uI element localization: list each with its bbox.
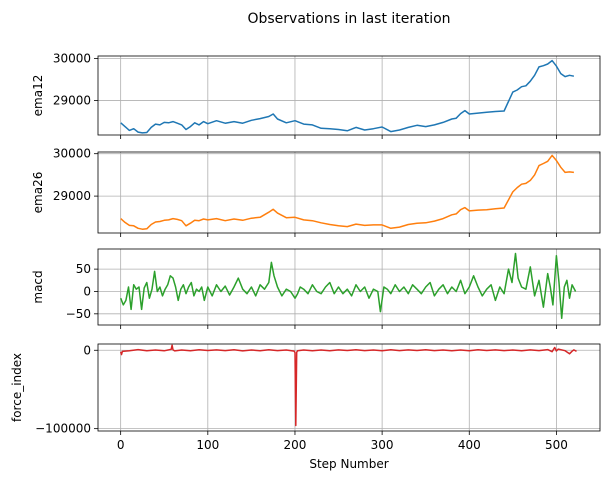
axes-frame — [97, 248, 601, 326]
y-tick-label: −50 — [66, 307, 91, 321]
x-tick-label: 200 — [284, 438, 307, 452]
subplots: 2900030000ema122900030000ema26−50050macd… — [10, 52, 601, 452]
y-axis-label: force_index — [10, 353, 24, 422]
x-tick-label: 400 — [458, 438, 481, 452]
x-axis-label: Step Number — [309, 457, 388, 471]
y-tick-label: −100000 — [35, 422, 91, 436]
series-line-ema26 — [120, 154, 574, 230]
axes-frame — [97, 151, 601, 234]
y-tick-label: 30000 — [53, 52, 91, 66]
x-tick-label: 500 — [545, 438, 568, 452]
y-tick-label: 29000 — [53, 94, 91, 108]
series-line-ema12 — [120, 59, 575, 134]
y-tick-label: 29000 — [53, 189, 91, 203]
series-line-force-index — [119, 344, 577, 427]
x-tick-label: 0 — [117, 438, 125, 452]
series-line-macd — [120, 252, 577, 320]
subplot-ema12: 29000 30000 ema12 — [31, 52, 601, 139]
chart-title: Observations in last iteration — [247, 11, 450, 27]
y-tick-label: 0 — [83, 343, 91, 357]
y-axis-label: macd — [31, 270, 45, 303]
y-axis-label: ema26 — [31, 172, 45, 214]
subplot-ema26: 29000 30000 ema26 — [31, 147, 601, 237]
y-tick-label: 30000 — [53, 147, 91, 161]
y-tick-label: 0 — [83, 284, 91, 298]
subplot-macd: −50 0 50 macd — [31, 248, 601, 329]
subplot-force-index: −100000 0 force_index 0 100 200 300 400 500 — [10, 343, 601, 452]
x-tick-label: 100 — [196, 438, 219, 452]
axes-frame — [97, 55, 601, 136]
y-tick-label: 50 — [76, 262, 91, 276]
axes-frame — [97, 343, 601, 432]
x-tick-label: 300 — [371, 438, 394, 452]
y-axis-label: ema12 — [31, 75, 45, 117]
